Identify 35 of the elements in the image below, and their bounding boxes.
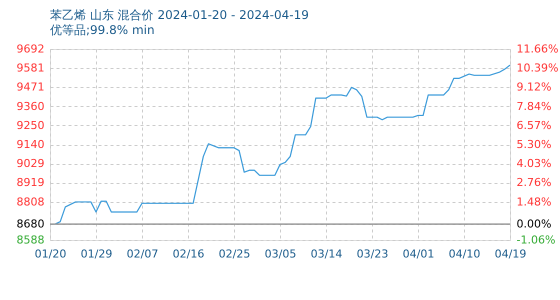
y2-tick-label: -1.06% (516, 234, 556, 246)
y2-tick-label: 6.57% (516, 118, 552, 132)
x-tick-label: 04/01 (402, 248, 434, 260)
y-tick-label: 9250 (16, 118, 44, 132)
y2-tick-label: 10.39% (516, 62, 558, 75)
x-tick-label: 02/07 (126, 248, 158, 260)
x-tick-label: 03/05 (264, 248, 296, 260)
y-tick-label: 8919 (16, 176, 44, 190)
x-tick-label: 02/16 (172, 248, 204, 260)
y2-tick-label: 4.03% (516, 157, 552, 170)
x-tick-label: 04/10 (448, 248, 480, 260)
x-tick-label: 01/29 (80, 248, 112, 260)
chart-subtitle: 优等品;99.8% min (50, 23, 155, 37)
y2-tick-label: 1.48% (516, 195, 552, 208)
y2-tick-label: 2.76% (516, 176, 552, 190)
x-tick-label: 03/23 (356, 248, 388, 260)
y-tick-label: 9029 (16, 157, 44, 170)
y2-tick-label: 9.12% (516, 80, 552, 94)
chart-title: 苯乙烯 山东 混合价 2024-01-20 - 2024-04-19 (50, 8, 309, 22)
x-tick-label: 02/25 (218, 248, 250, 260)
y2-tick-label: 7.84% (516, 100, 552, 113)
x-tick-label: 01/20 (34, 248, 66, 260)
y-tick-label: 9692 (16, 42, 44, 56)
x-tick-label: 03/14 (310, 248, 342, 260)
y-tick-label: 8680 (16, 218, 44, 231)
y2-tick-label: 0.00% (516, 218, 552, 231)
x-tick-label: 04/19 (494, 248, 526, 260)
y-tick-label: 8588 (16, 234, 44, 246)
y-tick-label: 8808 (16, 195, 44, 208)
y2-tick-label: 5.30% (516, 138, 552, 151)
y-tick-label: 9360 (16, 100, 44, 113)
y2-tick-label: 11.66% (516, 42, 558, 56)
y-tick-label: 9140 (16, 138, 44, 151)
y-tick-label: 9581 (16, 62, 44, 75)
y-tick-label: 9471 (16, 80, 44, 94)
